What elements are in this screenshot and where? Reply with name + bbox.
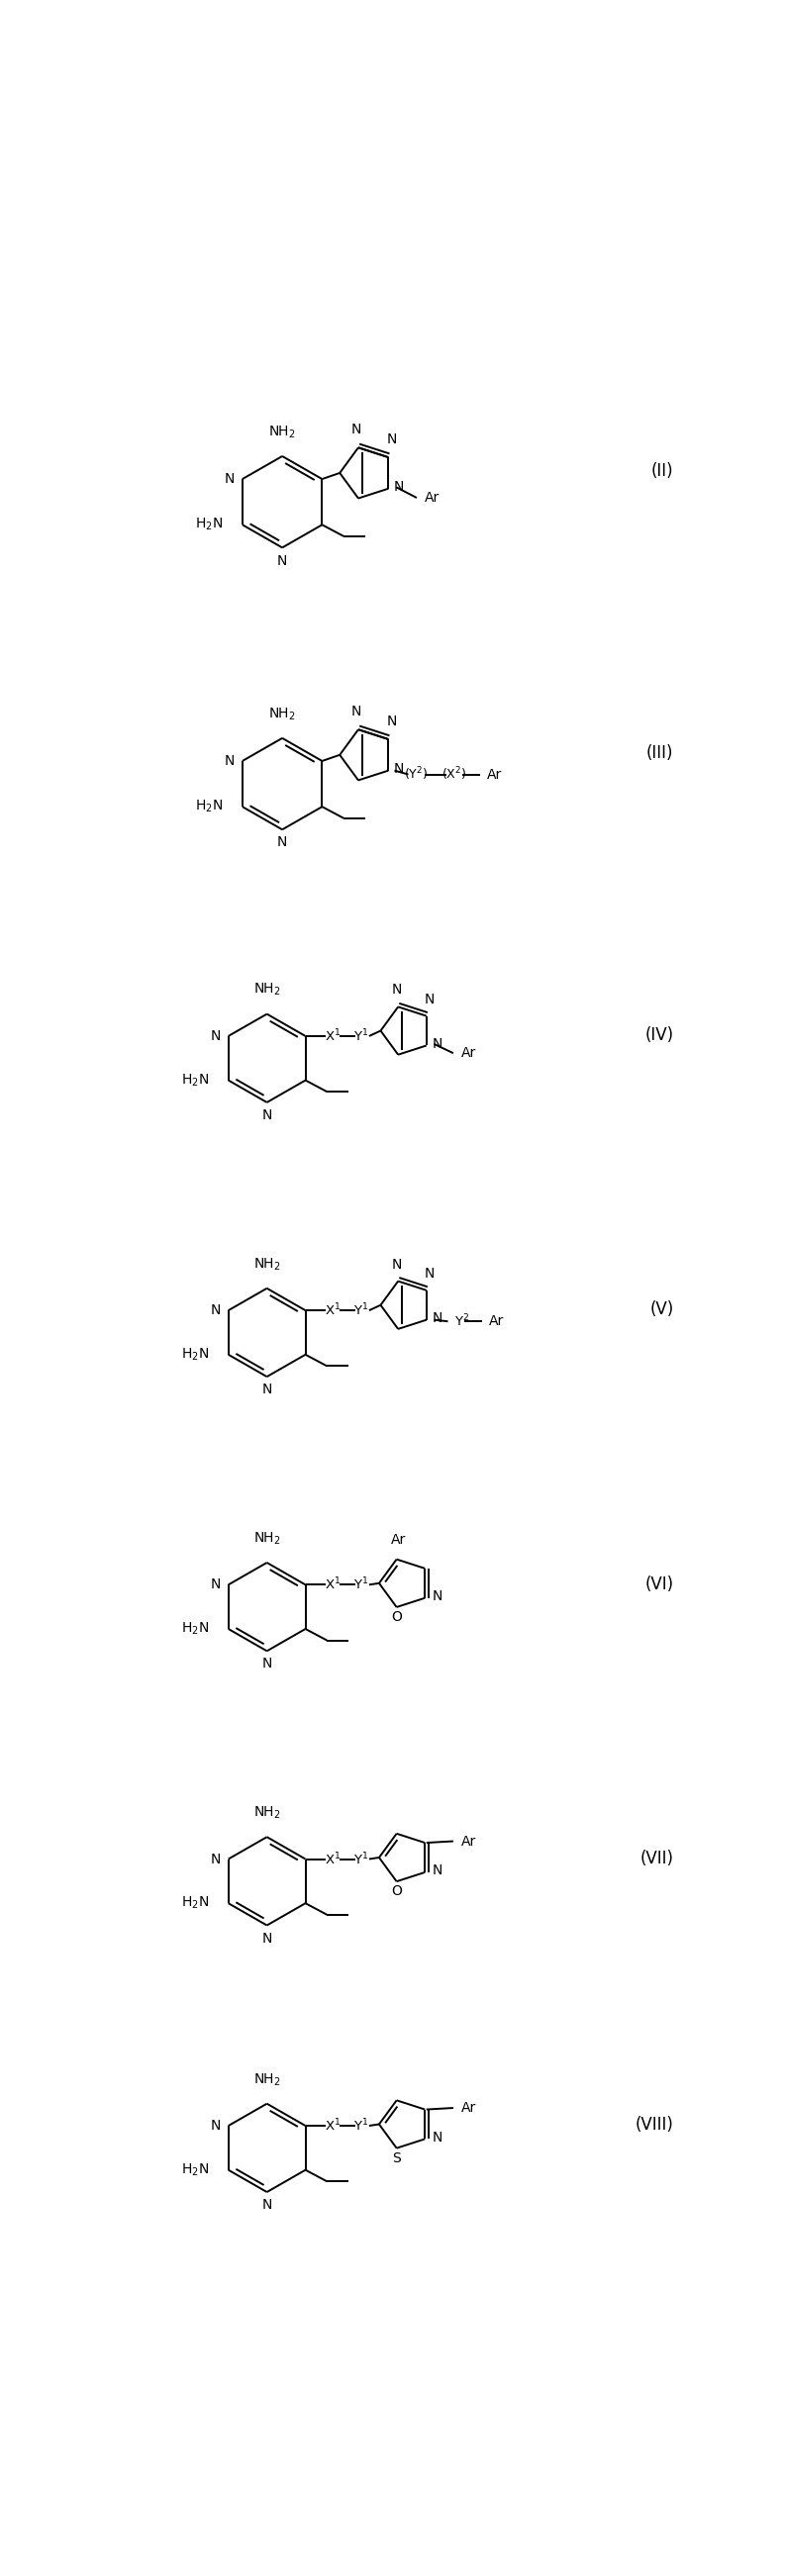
Text: NH$_2$: NH$_2$ [254, 981, 280, 997]
Text: N: N [225, 471, 235, 487]
Text: Y$^1$: Y$^1$ [354, 1850, 369, 1868]
Text: N: N [210, 1030, 221, 1043]
Text: N: N [261, 1932, 272, 1945]
Text: (V): (V) [649, 1301, 674, 1319]
Text: N: N [432, 1038, 442, 1051]
Text: (II): (II) [651, 464, 674, 479]
Text: N: N [351, 706, 361, 719]
Text: N: N [425, 1267, 435, 1280]
Text: Y$^1$: Y$^1$ [354, 1028, 369, 1043]
Text: Ar: Ar [461, 2102, 476, 2115]
Text: N: N [394, 762, 404, 775]
Text: N: N [387, 433, 397, 446]
Text: N: N [394, 479, 404, 495]
Text: (Y$^2$): (Y$^2$) [404, 765, 428, 783]
Text: H$_2$N: H$_2$N [195, 799, 223, 814]
Text: NH$_2$: NH$_2$ [268, 706, 296, 721]
Text: H$_2$N: H$_2$N [181, 1620, 209, 1636]
Text: N: N [261, 1383, 272, 1396]
Text: Ar: Ar [489, 1314, 505, 1329]
Text: X$^1$: X$^1$ [324, 1577, 341, 1592]
Text: H$_2$N: H$_2$N [181, 2161, 209, 2179]
Text: H$_2$N: H$_2$N [181, 1072, 209, 1090]
Text: (X$^2$): (X$^2$) [442, 765, 467, 783]
Text: X$^1$: X$^1$ [324, 1850, 341, 1868]
Text: H$_2$N: H$_2$N [181, 1347, 209, 1363]
Text: Y$^2$: Y$^2$ [455, 1314, 470, 1329]
Text: Ar: Ar [487, 768, 502, 781]
Text: Ar: Ar [461, 1046, 476, 1061]
Text: NH$_2$: NH$_2$ [254, 1806, 280, 1821]
Text: (III): (III) [646, 744, 674, 762]
Text: Ar: Ar [391, 1533, 406, 1546]
Text: NH$_2$: NH$_2$ [254, 1530, 280, 1546]
Text: H$_2$N: H$_2$N [181, 1896, 209, 1911]
Text: Y$^1$: Y$^1$ [354, 1303, 369, 1319]
Text: NH$_2$: NH$_2$ [254, 2071, 280, 2087]
Text: NH$_2$: NH$_2$ [254, 1257, 280, 1273]
Text: X$^1$: X$^1$ [324, 2117, 341, 2133]
Text: O: O [391, 1886, 402, 1899]
Text: X$^1$: X$^1$ [324, 1028, 341, 1043]
Text: N: N [433, 1865, 443, 1878]
Text: Y$^1$: Y$^1$ [354, 2117, 369, 2133]
Text: N: N [387, 714, 397, 729]
Text: N: N [351, 422, 361, 438]
Text: (IV): (IV) [644, 1025, 674, 1043]
Text: N: N [425, 992, 435, 1007]
Text: (VIII): (VIII) [635, 2115, 674, 2133]
Text: N: N [433, 1589, 443, 1602]
Text: N: N [277, 554, 287, 567]
Text: N: N [277, 835, 287, 850]
Text: N: N [261, 1656, 272, 1672]
Text: Ar: Ar [425, 492, 440, 505]
Text: H$_2$N: H$_2$N [195, 518, 223, 533]
Text: Y$^1$: Y$^1$ [354, 1577, 369, 1592]
Text: N: N [210, 1303, 221, 1316]
Text: O: O [391, 1610, 402, 1623]
Text: N: N [210, 1852, 221, 1865]
Text: N: N [432, 1311, 442, 1324]
Text: N: N [210, 1579, 221, 1592]
Text: (VI): (VI) [644, 1574, 674, 1592]
Text: X$^1$: X$^1$ [324, 1303, 341, 1319]
Text: NH$_2$: NH$_2$ [268, 425, 296, 440]
Text: (VII): (VII) [640, 1850, 674, 1868]
Text: N: N [261, 2197, 272, 2213]
Text: N: N [392, 1257, 402, 1270]
Text: N: N [261, 1108, 272, 1123]
Text: N: N [210, 2120, 221, 2133]
Text: S: S [392, 2151, 401, 2164]
Text: N: N [225, 755, 235, 768]
Text: N: N [433, 2130, 443, 2143]
Text: Ar: Ar [461, 1834, 476, 1847]
Text: N: N [392, 984, 402, 997]
